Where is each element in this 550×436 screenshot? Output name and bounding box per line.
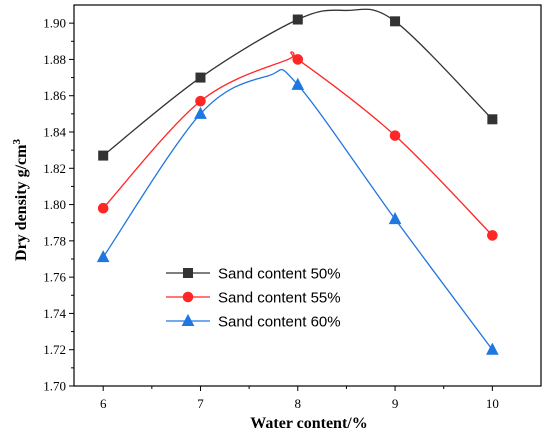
y-tick-label: 1.76 — [43, 270, 66, 285]
y-tick-label: 1.78 — [43, 233, 66, 248]
data-point — [487, 114, 498, 125]
plot-frame — [73, 4, 542, 387]
data-point — [292, 14, 303, 25]
x-tick-label: 9 — [392, 396, 399, 411]
data-point — [390, 16, 401, 27]
legend-marker — [182, 291, 194, 303]
y-axis-title: Dry density g/cm3 — [11, 139, 30, 261]
data-point — [291, 77, 305, 90]
legend-item: Sand content 55% — [166, 290, 341, 307]
data-point — [388, 212, 402, 225]
y-tick-label: 1.90 — [43, 16, 66, 31]
y-tick-label: 1.80 — [43, 197, 66, 212]
data-point — [487, 230, 498, 241]
y-tick-label: 1.84 — [43, 125, 66, 140]
series-line — [102, 8, 493, 157]
data-point — [97, 202, 109, 214]
legend-label: Sand content 60% — [218, 314, 341, 331]
data-point — [98, 150, 109, 161]
legend-marker — [183, 268, 193, 278]
x-axis: 6 7 8 9 10 — [100, 386, 499, 411]
y-axis-title-superscript: 3 — [11, 139, 23, 145]
y-tick-label: 1.88 — [43, 52, 66, 67]
x-tick-label: 6 — [100, 396, 107, 411]
series-line — [102, 68, 493, 351]
x-axis-title: Water content/% — [250, 415, 367, 432]
series-3 — [96, 68, 499, 355]
series-layer — [96, 8, 499, 355]
data-point — [389, 130, 401, 141]
y-axis: 1.70 1.72 1.74 1.76 1.78 1.80 1.82 1.84 1.86 1.88… — [43, 16, 74, 394]
series-2 — [97, 51, 498, 241]
legend-label: Sand content 50% — [218, 266, 341, 283]
data-point — [486, 342, 499, 355]
data-point — [292, 54, 304, 65]
data-point — [194, 106, 207, 119]
series-1 — [98, 8, 498, 161]
y-tick-label: 1.72 — [43, 342, 66, 357]
y-tick-label: 1.86 — [43, 88, 66, 103]
data-point — [195, 95, 206, 107]
data-point — [96, 250, 110, 263]
legend-label: Sand content 55% — [218, 290, 341, 307]
x-tick-label: 8 — [295, 396, 302, 411]
legend-marker — [181, 313, 195, 326]
y-tick-label: 1.82 — [43, 161, 66, 176]
legend-item: Sand content 60% — [166, 314, 341, 331]
x-tick-label: 10 — [486, 396, 499, 411]
x-tick-label: 7 — [197, 396, 204, 411]
legend-item: Sand content 50% — [166, 266, 341, 283]
series-line — [102, 51, 493, 236]
y-tick-label: 1.70 — [43, 379, 66, 394]
legend: Sand content 50% Sand content 55% Sand con… — [166, 266, 341, 331]
y-tick-label: 1.74 — [43, 306, 66, 321]
data-point — [195, 72, 206, 83]
y-axis-title-main: Dry density g/cm — [13, 144, 30, 261]
